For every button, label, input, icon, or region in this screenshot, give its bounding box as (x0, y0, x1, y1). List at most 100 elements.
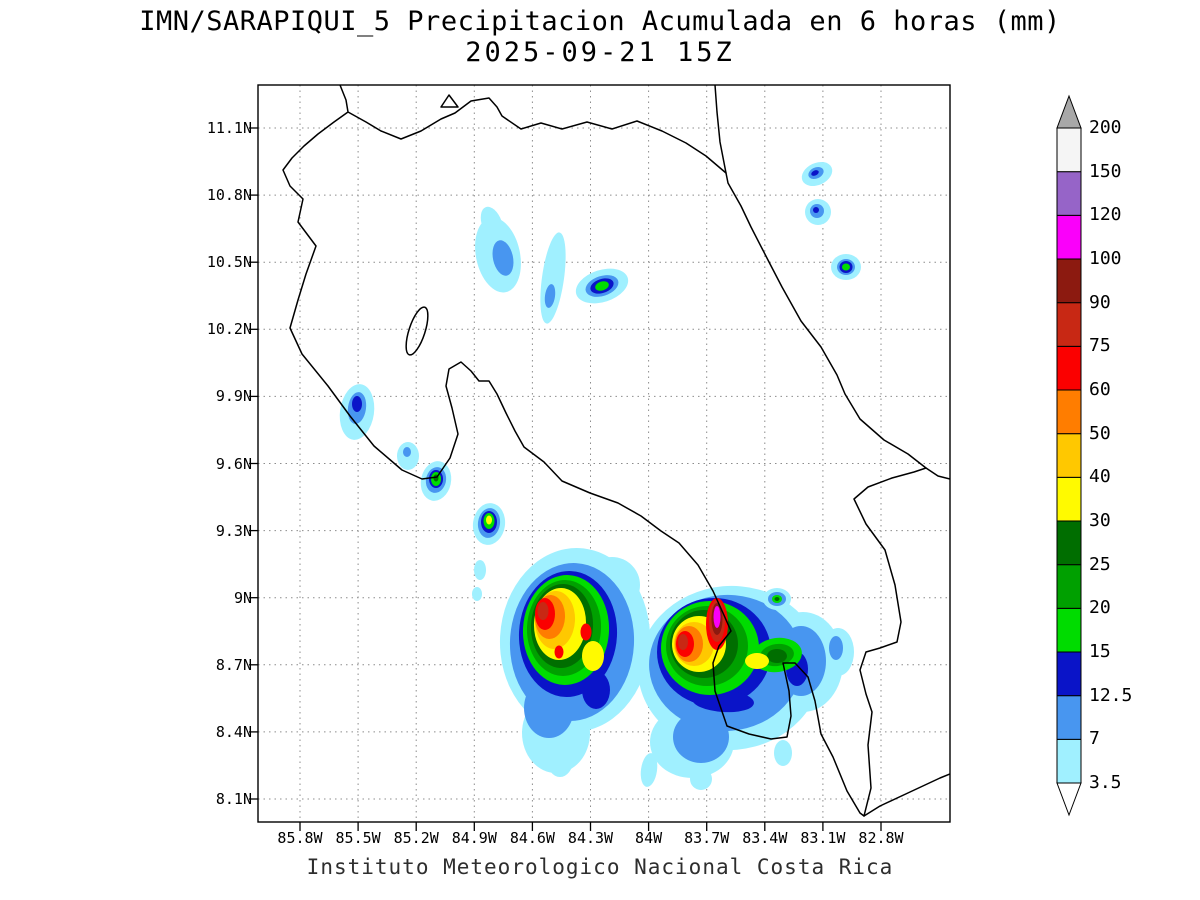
colorbar-tick-label: 75 (1089, 335, 1111, 357)
precip-contour-3.5 (474, 560, 486, 580)
map-frame (257, 84, 951, 823)
panama-caribbean-coast (925, 467, 950, 480)
x-axis-tick-label: 84.9W (451, 829, 497, 847)
colorbar-tick-label: 20 (1089, 597, 1111, 619)
precip-contour-7 (403, 447, 411, 457)
cell-arenal-area (475, 206, 521, 293)
precip-contour-100 (713, 606, 721, 628)
precip-contour-3.5 (774, 740, 792, 766)
colorbar-tick-label: 25 (1089, 553, 1111, 575)
precip-contour-3.5 (547, 743, 573, 777)
precip-contour-3.5 (540, 232, 566, 324)
precip-contour-60 (554, 645, 564, 659)
colorbar-tick-label: 200 (1089, 117, 1122, 138)
colorbar-segment (1056, 389, 1082, 435)
colorbar-segment (1056, 345, 1082, 391)
colorbar-segment (1056, 258, 1082, 304)
colorbar-segment (1056, 433, 1082, 478)
precip-contour-3.5 (640, 753, 658, 787)
precip-contour-25 (767, 649, 787, 663)
precip-contour-12.5 (352, 396, 362, 412)
cell-cabo-blanco (420, 461, 452, 501)
y-axis-tick-label: 9.3N (215, 521, 252, 540)
colorbar-tick-label: 12.5 (1089, 684, 1133, 706)
precip-contour-12.5 (582, 671, 610, 709)
footer-text: Instituto Meteorologico Nacional Costa R… (306, 855, 894, 879)
precip-contour-3.5 (480, 206, 504, 242)
x-axis-tick-label: 83.7W (684, 829, 730, 847)
precip-contour-75 (678, 634, 688, 650)
chart-title: IMN/SARAPIQUI_5 Precipitacion Acumulada … (139, 6, 1061, 37)
colorbar-tick-label: 7 (1089, 728, 1100, 750)
y-axis-tick-label: 9N (233, 588, 252, 607)
precip-contour-7 (544, 284, 556, 308)
colorbar-segment (1056, 127, 1082, 173)
x-axis-tick-label: 84.6W (509, 829, 555, 847)
x-axis-tick-label: 82.8W (858, 829, 904, 847)
y-axis-tick-label: 10.2N (206, 320, 252, 339)
y-axis-tick-label: 8.7N (215, 655, 252, 674)
cell-nicoya-small (397, 442, 419, 470)
y-axis-tick-label: 8.1N (215, 790, 252, 808)
colorbar-tick-label: 60 (1089, 379, 1111, 400)
x-axis-tick-label: 85.5W (335, 829, 381, 847)
colorbar-tick-label: 40 (1089, 466, 1111, 488)
small-island (440, 94, 459, 108)
x-axis-tick-label: 85.8W (277, 829, 323, 847)
colorbar-segment (1056, 171, 1082, 216)
precip-contour-3.5 (690, 768, 712, 790)
coastlines (282, 85, 950, 817)
cell-north-streak (540, 232, 566, 324)
colorbar-segment (1056, 302, 1082, 347)
colorbar-segment (1056, 214, 1082, 260)
x-axis-tick-label: 83.1W (800, 829, 846, 847)
colorbar-tick-label: 50 (1089, 422, 1111, 444)
colorbar-tick-label: 30 (1089, 510, 1111, 531)
colorbar-segment (1056, 651, 1082, 697)
precip-contour-7 (492, 240, 514, 276)
y-axis-tick-label: 9.6N (215, 454, 252, 473)
x-axis-tick-label: 84.3W (567, 829, 614, 847)
precip-contour-7 (673, 711, 729, 763)
colorbar-segment (1056, 520, 1082, 566)
precip-contour-12.5 (692, 689, 754, 713)
precipitation-shading (339, 161, 861, 790)
cell-osa-east (763, 588, 791, 610)
precip-contour-30 (486, 515, 492, 525)
precip-contour-30 (582, 641, 604, 671)
colorbar-tick-label: 90 (1089, 291, 1111, 313)
cell-northern-plain (575, 268, 629, 304)
colorbar-segment (1056, 607, 1082, 653)
axis-ticks (249, 127, 882, 831)
inland-lake (405, 306, 429, 356)
precip-contour-15 (842, 263, 850, 271)
colorbar-bottom-arrow (1056, 782, 1082, 817)
nicaragua-caribbean-coast (714, 85, 727, 174)
colorbar-segment (1056, 564, 1082, 609)
cell-nicoya-gulf (472, 503, 506, 601)
colorbar (1056, 94, 1082, 817)
y-axis-tick-label: 9.9N (215, 387, 252, 406)
colorbar-tick-label: 120 (1089, 204, 1122, 226)
x-axis-tick-label: 83.4W (742, 829, 788, 847)
colorbar-tick-label: 150 (1089, 160, 1122, 182)
cells-caribbean-coast (801, 161, 861, 280)
colorbar-segment (1056, 738, 1082, 784)
colorbar-segment (1056, 695, 1082, 740)
precip-contour-75 (537, 602, 549, 620)
colorbar-tick-label: 15 (1089, 641, 1111, 662)
cell-talamanca-south (638, 585, 854, 790)
colorbar-top-arrow (1056, 94, 1082, 129)
colorbar-segment (1056, 476, 1082, 522)
precip-contour-60 (580, 623, 592, 641)
y-axis-tick-label: 11.1N (206, 119, 252, 137)
colorbar-tick-label: 100 (1089, 248, 1122, 269)
cell-central-pacific (499, 548, 651, 777)
precip-contour-3.5 (472, 587, 482, 601)
x-axis-tick-label: 84W (635, 829, 663, 847)
precip-contour-12.5 (811, 170, 819, 176)
colorbar-tick-label: 3.5 (1089, 772, 1122, 793)
precip-contour-25 (774, 597, 780, 601)
